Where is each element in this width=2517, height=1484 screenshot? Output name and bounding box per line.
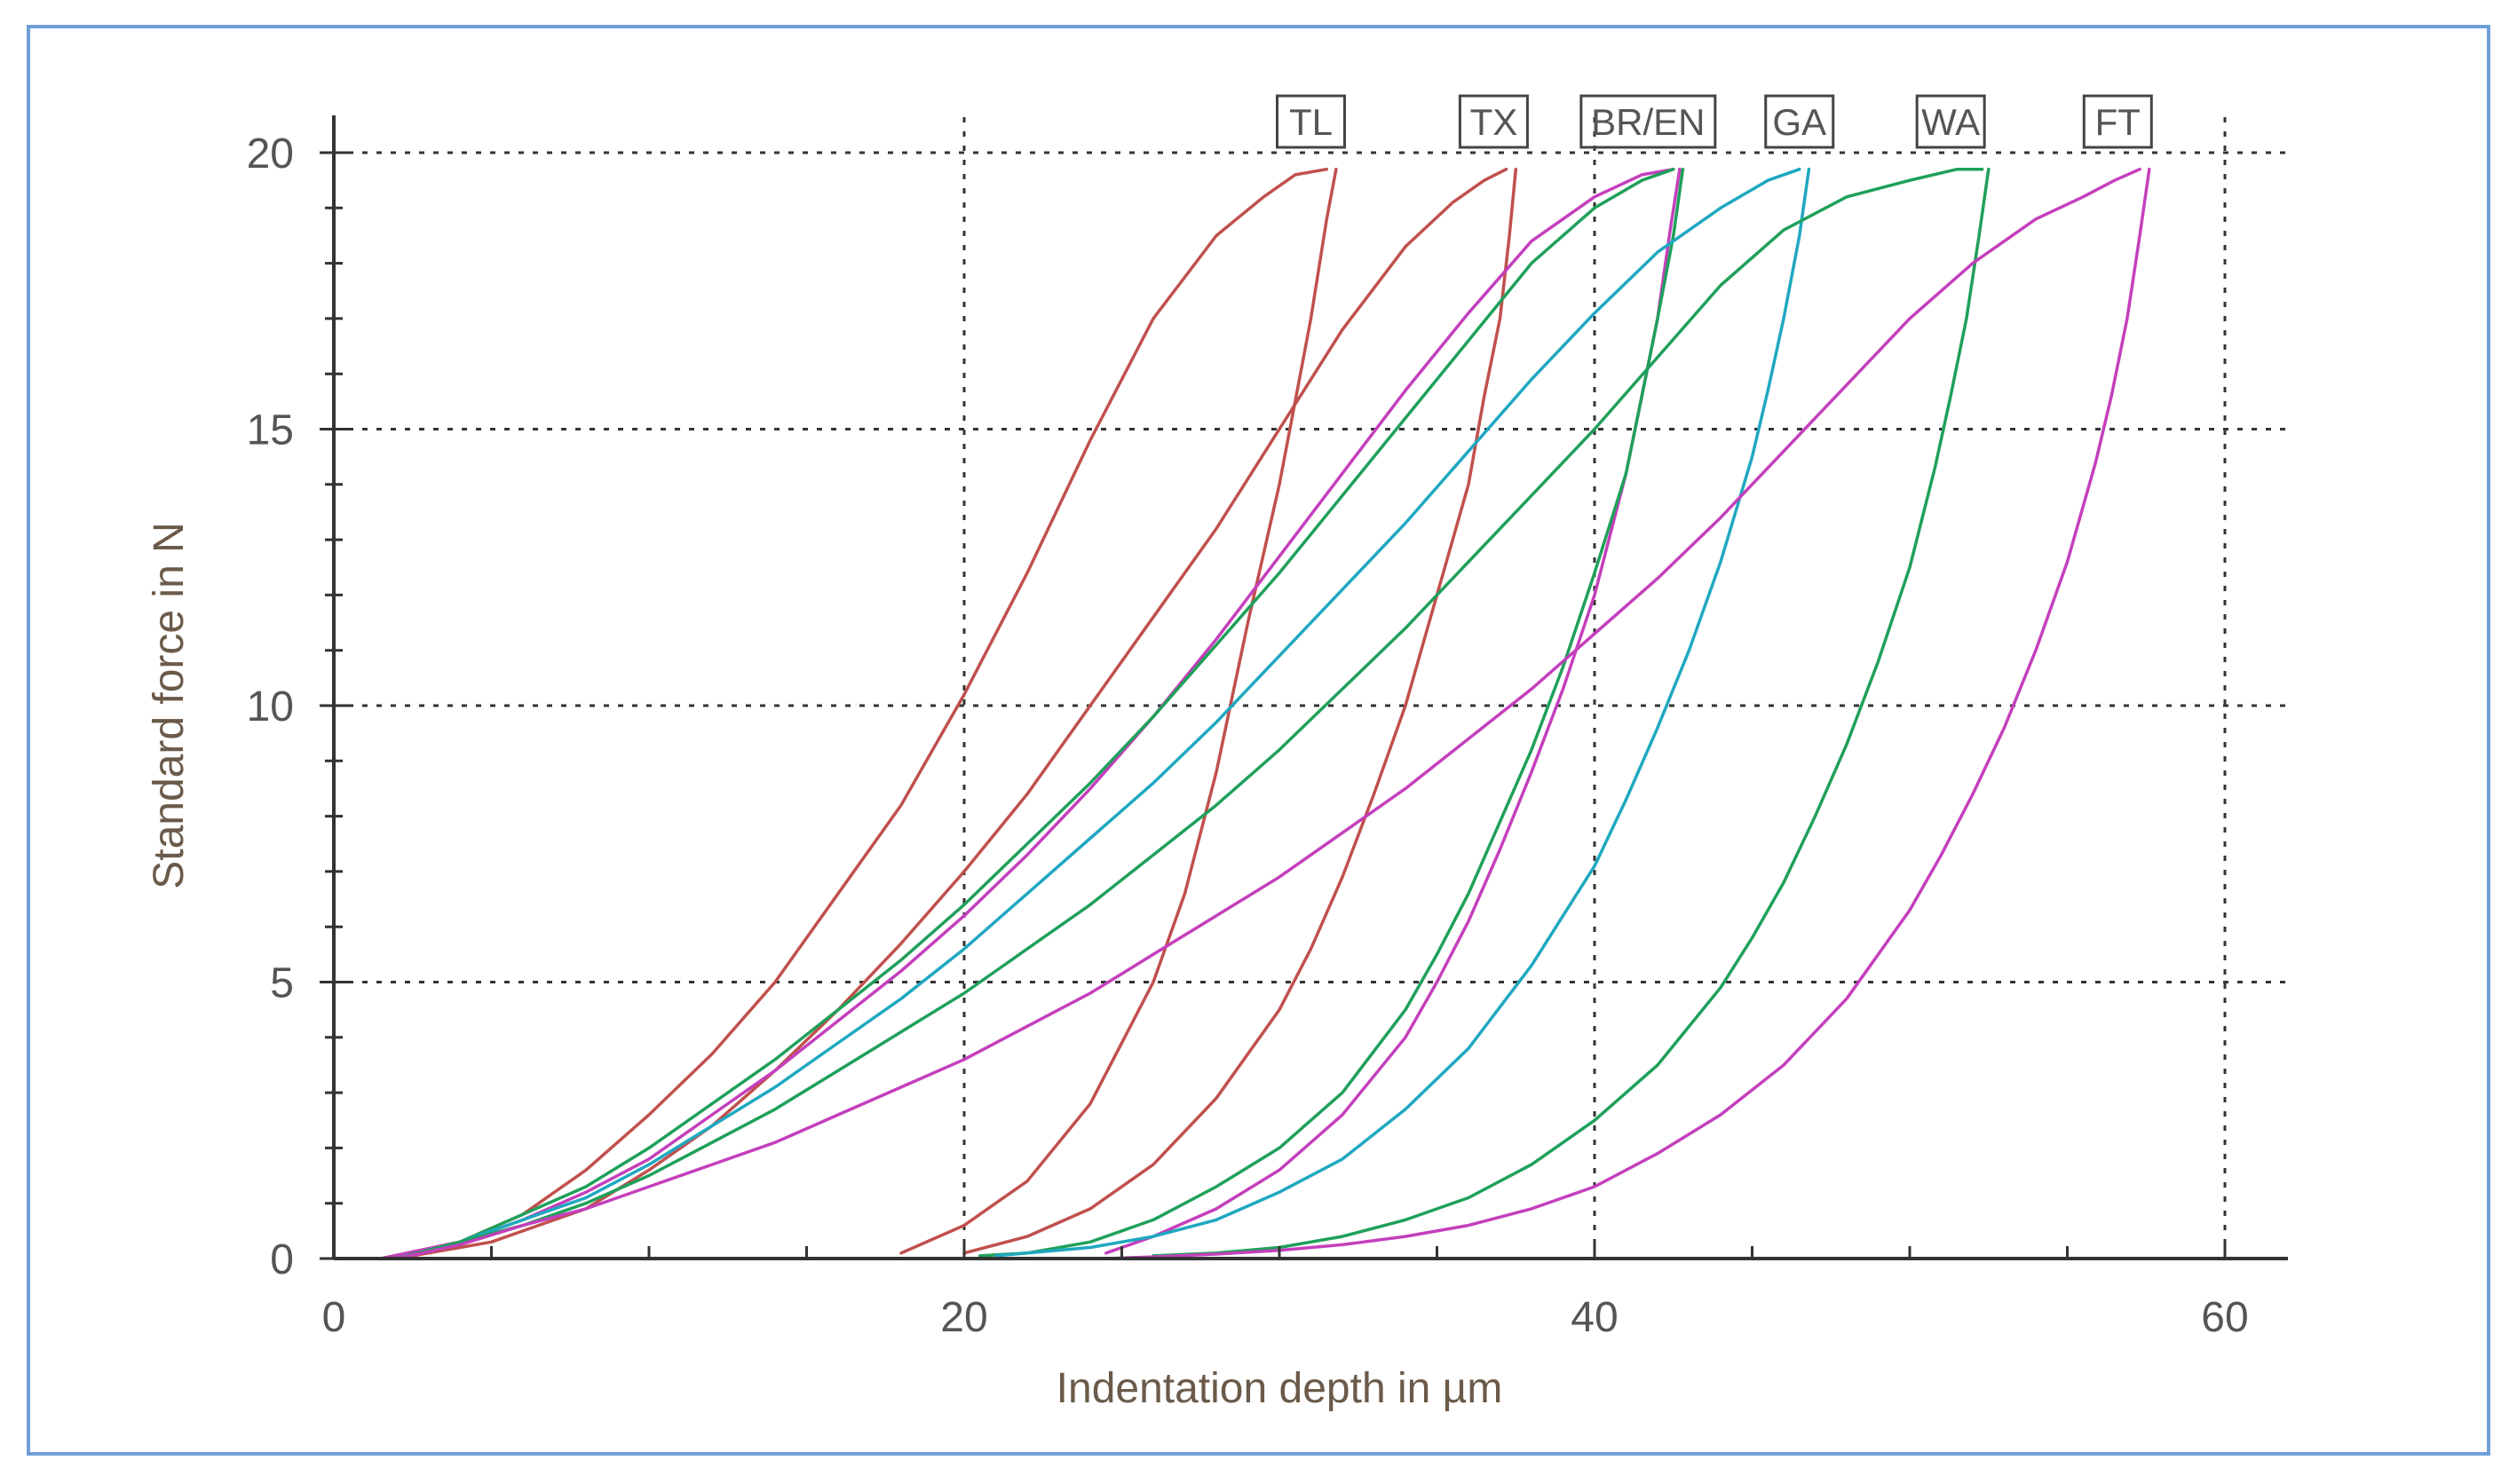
x-axis-title: Indentation depth in µm: [1057, 1365, 1503, 1412]
y-axis-title: Standard force in N: [146, 522, 193, 889]
y-tick-label: 20: [247, 130, 294, 178]
curve-label-box: [1276, 94, 1346, 149]
x-tick-label: 0: [322, 1294, 346, 1341]
force-depth-chart: 0 20 40 60 0 5 10 15 20 TL TX BR/EN GA WA FT Indenta…: [146, 94, 2288, 1412]
series-line: [395, 167, 2141, 1260]
series-line: [379, 167, 1329, 1260]
series-line: [993, 167, 1811, 1258]
curve-label-text: WA: [1921, 101, 1980, 143]
x-tick-label: 40: [1571, 1294, 1618, 1341]
curve-label: BR/EN: [1579, 94, 1717, 149]
curve-label-text: TL: [1289, 101, 1333, 143]
curve-label-box: [1915, 94, 1986, 149]
y-tick-label: 15: [247, 407, 294, 454]
curve-label-box: [1579, 94, 1717, 149]
series-line: [978, 167, 1685, 1258]
series-line: [395, 167, 1675, 1260]
y-tick-labels: 0 5 10 15 20: [247, 130, 294, 1283]
curve-label-box: [1764, 94, 1835, 149]
curve-labels: TL TX BR/EN GA WA FT: [1276, 94, 2153, 149]
series-line: [379, 167, 1675, 1260]
curve-label-text: BR/EN: [1591, 101, 1705, 143]
series-line: [395, 167, 1508, 1260]
y-tick-label: 10: [247, 683, 294, 730]
curve-label: TL: [1276, 94, 1346, 149]
curve-label-text: GA: [1772, 101, 1826, 143]
chart-frame: 0 20 40 60 0 5 10 15 20 TL TX BR/EN GA WA FT Indenta…: [27, 25, 2490, 1456]
series-line: [899, 167, 1338, 1255]
series-line: [1104, 167, 2151, 1260]
x-tick-label: 20: [940, 1294, 987, 1341]
curves: [379, 167, 2151, 1260]
curve-label-box: [2082, 94, 2153, 149]
axes: [320, 115, 2288, 1260]
x-tick-labels: 0 20 40 60: [322, 1294, 2249, 1341]
curve-label-text: FT: [2095, 101, 2141, 143]
grid-lines: [334, 115, 2288, 1259]
curve-label: FT: [2082, 94, 2153, 149]
series-line: [395, 167, 1801, 1260]
curve-label: TX: [1458, 94, 1529, 149]
curve-label: WA: [1915, 94, 1986, 149]
curve-label-box: [1458, 94, 1529, 149]
y-tick-label: 0: [270, 1236, 294, 1283]
series-line: [395, 167, 1984, 1260]
series-line: [962, 167, 1518, 1255]
series-line: [1152, 167, 1991, 1258]
x-tick-label: 60: [2201, 1294, 2248, 1341]
curve-label-text: TX: [1470, 101, 1518, 143]
y-tick-label: 5: [270, 960, 294, 1007]
curve-label: GA: [1764, 94, 1835, 149]
